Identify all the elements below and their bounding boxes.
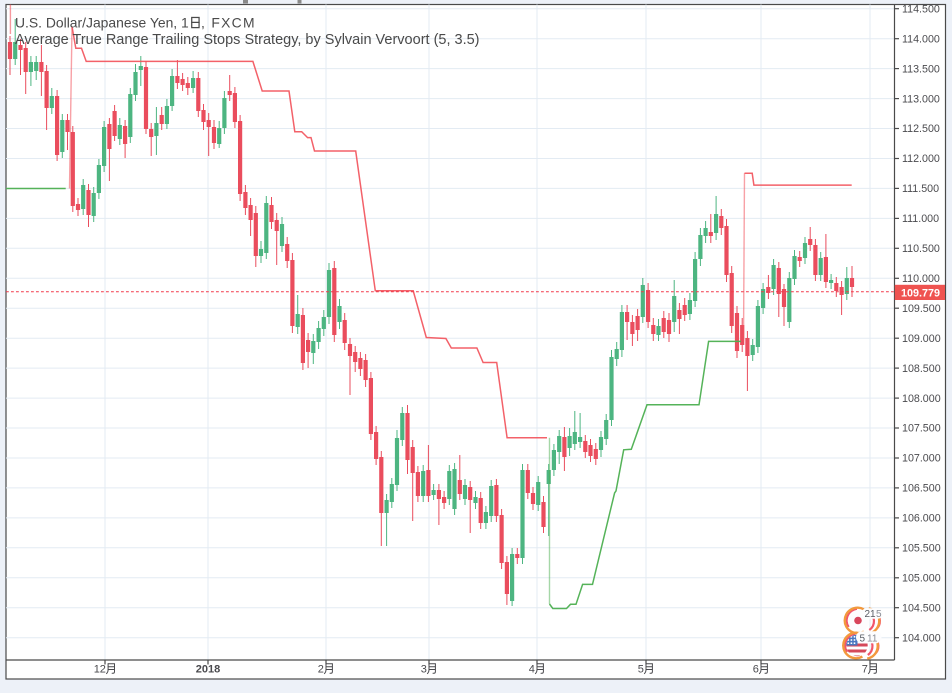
svg-text:109.500: 109.500 [902,303,941,315]
svg-text:112.000: 112.000 [902,153,940,165]
svg-text:6: 6 [753,664,759,676]
svg-text:110.000: 110.000 [902,273,940,285]
svg-text:12: 12 [94,664,106,676]
svg-text:Average True Range Trailing St: Average True Range Trailing Stops Strate… [15,32,480,48]
svg-text:107.500: 107.500 [902,423,941,435]
svg-text:114.000: 114.000 [902,33,940,45]
svg-text:2018: 2018 [196,664,220,676]
svg-text:3: 3 [421,664,427,676]
svg-text:114.500: 114.500 [902,3,940,15]
svg-text:113.500: 113.500 [902,63,940,75]
svg-text:5: 5 [876,609,882,620]
svg-text:110.500: 110.500 [902,243,940,255]
svg-text:112.500: 112.500 [902,123,940,135]
svg-text:11: 11 [867,634,878,645]
svg-text:2: 2 [318,664,324,676]
svg-text:5: 5 [860,634,866,645]
svg-text:21: 21 [865,609,877,620]
svg-text:106.500: 106.500 [902,483,941,495]
svg-text:111.000: 111.000 [902,213,939,225]
svg-text:105.000: 105.000 [902,573,941,585]
svg-text:104.500: 104.500 [902,602,941,614]
svg-text:7: 7 [862,664,868,676]
svg-text:105.500: 105.500 [902,543,941,555]
svg-text:, FXCM: , FXCM [201,15,256,31]
svg-text:U.S. Dollar/Japanese Yen, 1: U.S. Dollar/Japanese Yen, 1 [15,15,189,31]
svg-text:109.779: 109.779 [901,288,940,300]
svg-text:108.500: 108.500 [902,363,941,375]
svg-text:111.500: 111.500 [902,183,939,195]
svg-text:106.000: 106.000 [902,513,941,525]
svg-text:4: 4 [529,664,535,676]
svg-text:113.000: 113.000 [902,93,940,105]
svg-text:104.000: 104.000 [902,632,941,644]
svg-text:107.000: 107.000 [902,453,941,465]
svg-text:109.000: 109.000 [902,333,941,345]
svg-text:5: 5 [638,664,644,676]
svg-text:108.000: 108.000 [902,393,941,405]
